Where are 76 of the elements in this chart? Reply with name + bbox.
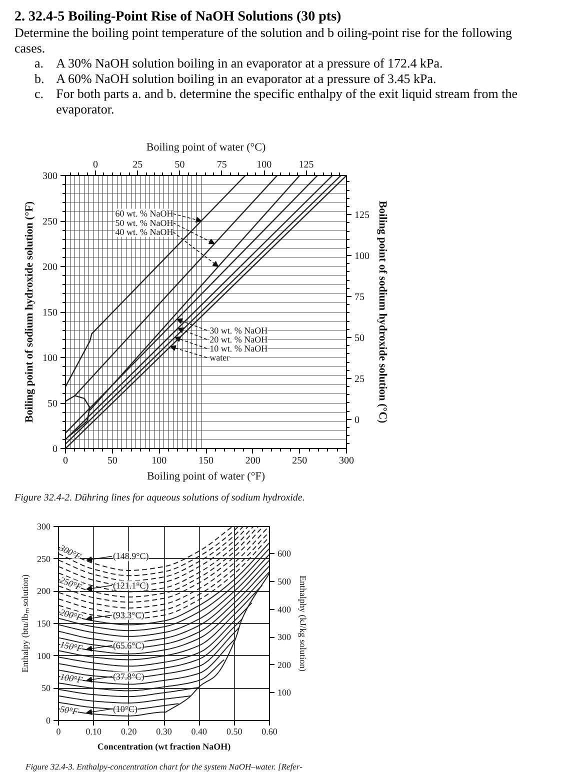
x-tick-label: 150	[198, 456, 214, 466]
x-tick-label: 0.10	[86, 726, 102, 736]
y-axis-title: Boiling point of sodium hydroxide solution (°F)	[24, 201, 36, 423]
x-axis-title: Boiling point of water (°F)	[146, 470, 266, 482]
text: b. A 60% NaOH solution boiling in an evaporator at a pressure of 3.45 kPa.	[34, 70, 436, 86]
annotation: 40 wt. % NaOH	[115, 226, 174, 237]
y-tick-label: 50	[48, 398, 58, 410]
annotation: 20 wt. % NaOH	[210, 334, 268, 344]
y-tick-label: 100	[37, 650, 51, 661]
y2-tick-label: 300	[278, 632, 292, 642]
x-tick-label: 0.50	[226, 726, 243, 736]
x-tick-label: 0.20	[120, 726, 138, 736]
x2-tick-label: 100	[256, 160, 272, 170]
y-tick-label: 250	[42, 216, 58, 228]
y2-axis-title: Enthalphy (kJ/kg solution)	[298, 576, 308, 672]
caption: Figure 32.4-3. Enthalpy-concentration chart for the system NaOH–water. [Refer-	[24, 762, 303, 772]
y2-tick-label: 75	[354, 292, 364, 304]
y-tick-label: 200	[42, 262, 58, 273]
text: 200°F	[58, 607, 84, 623]
text: Determine the boiling point temperature of the solution and b oiling-point rise for the following cases.	[14, 25, 513, 56]
text: 150°F	[59, 639, 84, 654]
x-tick-label: 50	[107, 456, 118, 466]
y-tick-label: 150	[37, 618, 51, 628]
y-tick-label: 300	[42, 171, 58, 182]
text: 300°F	[57, 542, 84, 562]
annotation: (121.1°C)	[112, 580, 149, 590]
annotation: water	[210, 352, 230, 363]
y2-tick-label: 0	[354, 414, 360, 426]
x-tick-label: 300	[339, 456, 354, 466]
x-tick-label: 250	[292, 456, 308, 466]
x-tick-label: 0.60	[262, 726, 278, 736]
y2-tick-label: 25	[354, 374, 364, 385]
y-tick-label: 50	[42, 683, 51, 694]
annotation: (10°C)	[112, 704, 138, 714]
caption: Figure 32.4-2. Dühring lines for aqueous solutions of sodium hydroxide.	[14, 492, 305, 504]
text: 250°F	[58, 574, 84, 592]
text: c. For both parts a. and b. determine the specific enthalpy of the exit liquid stream from the evaporator.	[34, 86, 518, 116]
annotation: 60 wt. % NaOH	[115, 208, 174, 219]
x-tick-label: 0	[63, 456, 68, 466]
text: a. A 30% NaOH solution boiling in an evaporator at a pressure of 172.4 kPa.	[34, 56, 443, 71]
y2-tick-label: 100	[278, 688, 292, 698]
x-tick-label: 0.40	[191, 726, 208, 736]
y-tick-label: 250	[37, 554, 51, 564]
y2-tick-label: 500	[278, 576, 292, 586]
x2-tick-label: 50	[174, 160, 185, 170]
y2-tick-label: 100	[354, 251, 370, 262]
x2-tick-label: 0	[93, 160, 98, 170]
x2-tick-label: 125	[298, 160, 314, 170]
x-tick-label: 0.30	[156, 726, 172, 736]
y2-tick-label: 125	[354, 210, 370, 222]
y-tick-label: 100	[42, 353, 58, 364]
y-axis-title: Enthalpy (btu/lbₘ solution)	[20, 574, 30, 672]
y-tick-label: 200	[37, 586, 51, 596]
x-tick-label: 200	[245, 456, 260, 466]
text: 2. 32.4-5 Boiling-Point Rise of NaOH Solutions (30 pts)	[14, 10, 342, 25]
annotation: (65.6°C)	[112, 640, 144, 650]
y-tick-label: 0	[52, 444, 58, 455]
y2-tick-label: 400	[278, 604, 292, 614]
x2-tick-label: 75	[216, 160, 227, 170]
y-tick-label: 300	[37, 522, 51, 532]
x-tick-label: 100	[152, 456, 167, 466]
annotation: 10 wt. % NaOH	[210, 343, 268, 354]
x-axis-title: Concentration (wt fraction NaOH)	[97, 742, 231, 752]
x2-axis-title: Boiling point of water (°C)	[146, 142, 266, 154]
y2-tick-label: 200	[278, 660, 292, 670]
y2-axis-title: Boiling point of sodium hydroxide solution (°C)	[376, 200, 388, 424]
y-tick-label: 0	[46, 716, 51, 726]
text: 100°F	[59, 672, 84, 686]
annotation: 30 wt. % NaOH	[210, 325, 268, 336]
y2-tick-label: 50	[354, 332, 364, 344]
annotation: (148.9°C)	[112, 551, 149, 562]
x2-tick-label: 25	[132, 160, 143, 170]
annotation: 50 wt. % NaOH	[115, 218, 174, 228]
y2-tick-label: 600	[278, 548, 292, 559]
text: 50°F	[59, 704, 80, 717]
y-tick-label: 150	[42, 308, 58, 318]
